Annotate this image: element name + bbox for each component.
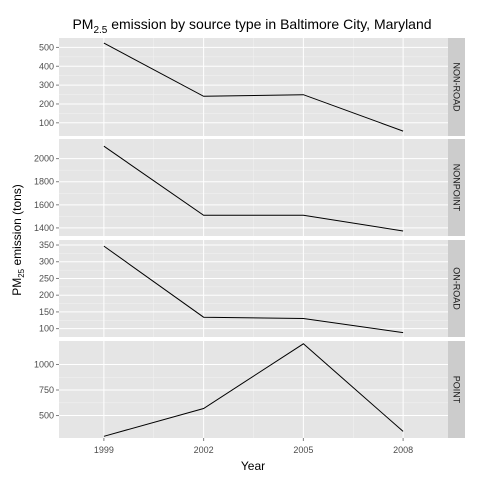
data-point: [403, 131, 404, 132]
y-tick-label: 200: [39, 290, 54, 300]
series-line: [103, 42, 404, 132]
facet-strip-label: POINT: [452, 376, 462, 404]
data-point: [303, 215, 304, 216]
data-point: [203, 408, 204, 409]
chart-title-prefix: PM: [72, 16, 93, 32]
facet-strip-label: NONPOINT: [452, 164, 462, 212]
y-axis-label-suffix: emission (tons): [10, 184, 24, 269]
y-tick-label: 1800: [34, 177, 54, 187]
data-point: [403, 431, 404, 432]
y-axis-label-prefix: PM: [10, 278, 24, 296]
facet-strip-label: ON-ROAD: [452, 267, 462, 310]
data-point: [203, 317, 204, 318]
x-axis: 1999 2002 2005 2008: [94, 438, 413, 455]
y-tick-label: 1400: [34, 223, 54, 233]
data-point: [303, 318, 304, 319]
facet-strip: [448, 341, 465, 438]
facet-panels: 100 200 300 400 500 NON-ROAD 1400 1600 1800 2000 N…: [34, 38, 465, 438]
y-tick-label: 250: [39, 273, 54, 283]
facet-on-road: 100 150 200 250 300 350 ON-ROAD: [39, 240, 465, 337]
y-tick-label: 500: [39, 411, 54, 421]
y-tick-label: 100: [39, 118, 54, 128]
facet-strip-label: NON-ROAD: [452, 63, 462, 112]
y-tick-label: 1000: [34, 359, 54, 369]
facet-strip: [448, 240, 465, 337]
y-axis-label: PM25 emission (tons): [10, 184, 26, 296]
series-line: [103, 245, 404, 334]
facet-nonpoint: 1400 1600 1800 2000 NONPOINT: [34, 139, 465, 236]
x-tick-label: 2002: [194, 445, 214, 455]
chart-title-suffix: emission by source type in Baltimore Cit…: [107, 16, 431, 32]
series-line: [103, 145, 404, 232]
data-point: [203, 96, 204, 97]
y-tick-label: 400: [39, 61, 54, 71]
series-line: [103, 343, 404, 437]
y-tick-label: 200: [39, 99, 54, 109]
facet-non-road: 100 200 300 400 500 NON-ROAD: [39, 38, 465, 136]
x-axis-label: Year: [241, 459, 265, 473]
chart-title-subscript: 2.5: [93, 25, 107, 36]
y-tick-label: 300: [39, 80, 54, 90]
y-tick-label: 350: [39, 240, 54, 250]
data-point: [403, 231, 404, 232]
data-point: [303, 94, 304, 95]
data-point: [303, 343, 304, 344]
x-tick-label: 2008: [393, 445, 413, 455]
y-axis-label-subscript: 25: [17, 268, 26, 277]
facet-strip: [448, 38, 465, 136]
data-point: [203, 215, 204, 216]
chart-title: PM2.5 emission by source type in Baltimo…: [72, 16, 431, 36]
data-point: [103, 246, 104, 247]
y-tick-label: 500: [39, 42, 54, 52]
data-point: [403, 332, 404, 333]
y-tick-label: 750: [39, 385, 54, 395]
facet-point: 500 750 1000 POINT: [34, 341, 465, 438]
y-tick-label: 150: [39, 307, 54, 317]
y-tick-label: 1600: [34, 200, 54, 210]
y-tick-label: 300: [39, 257, 54, 267]
facet-strip: [448, 139, 465, 236]
data-point: [103, 146, 104, 147]
y-tick-label: 100: [39, 324, 54, 334]
y-tick-label: 2000: [34, 154, 54, 164]
data-point: [103, 43, 104, 44]
x-tick-label: 1999: [94, 445, 114, 455]
x-tick-label: 2005: [293, 445, 313, 455]
data-point: [103, 436, 104, 437]
